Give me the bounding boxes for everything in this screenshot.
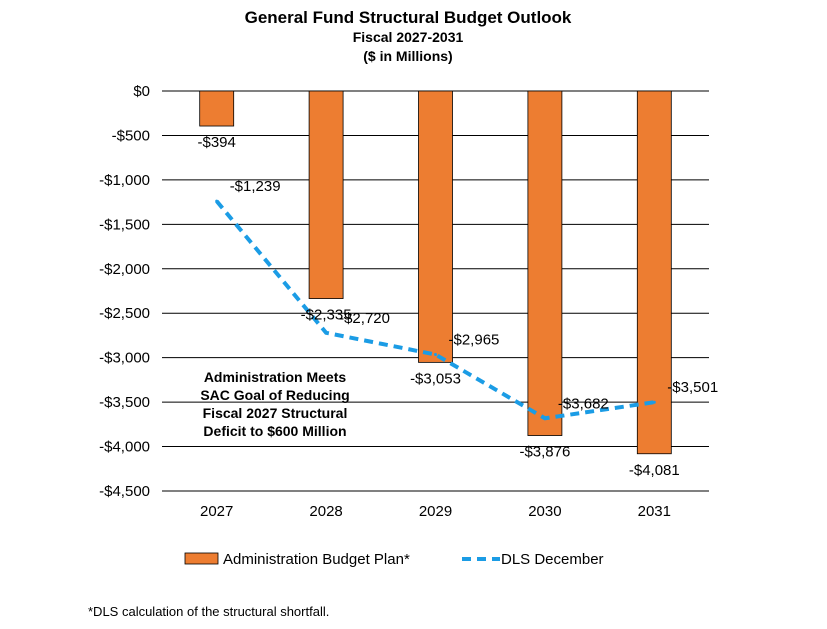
x-tick-label: 2030 — [528, 503, 561, 520]
x-tick-label: 2027 — [200, 503, 233, 520]
chart-subtitle-units: ($ in Millions) — [363, 48, 452, 64]
y-tick-label: $0 — [133, 83, 150, 100]
x-tick-label: 2028 — [309, 503, 342, 520]
bar-value-label: -$4,081 — [629, 462, 680, 479]
x-axis-labels: 2027 2028 2029 2030 2031 — [200, 503, 671, 520]
bar-value-label: -$3,876 — [519, 444, 570, 461]
bar-value-label: -$2,335 — [301, 307, 352, 324]
bar-data-labels: -$394 -$2,335 -$3,053 -$3,876 -$4,081 — [198, 134, 680, 479]
x-tick-label: 2031 — [638, 503, 671, 520]
line-series — [215, 199, 656, 421]
line-value-label: -$3,682 — [558, 395, 609, 412]
line-value-label: -$3,501 — [667, 379, 718, 396]
legend-label-bar: Administration Budget Plan* — [223, 551, 410, 568]
annotation-line: Deficit to $600 Million — [203, 423, 346, 439]
legend-label-line: DLS December — [501, 551, 604, 568]
x-tick-label: 2029 — [419, 503, 452, 520]
y-tick-label: -$2,000 — [99, 261, 150, 278]
annotation: Administration Meets SAC Goal of Reducin… — [200, 369, 349, 439]
bar — [308, 90, 344, 299]
chart-subtitle-period: Fiscal 2027-2031 — [353, 29, 464, 45]
y-tick-label: -$4,000 — [99, 439, 150, 456]
bar — [636, 90, 672, 455]
line-point — [215, 199, 219, 203]
y-tick-label: -$3,500 — [99, 394, 150, 411]
line-point — [324, 331, 328, 335]
line-value-label: -$1,239 — [230, 178, 281, 195]
annotation-line: SAC Goal of Reducing — [200, 387, 349, 403]
y-tick-label: -$4,500 — [99, 483, 150, 500]
bar-series — [199, 90, 672, 455]
line-value-label: -$2,720 — [339, 310, 390, 327]
footnote: *DLS calculation of the structural short… — [88, 604, 330, 619]
y-tick-label: -$1,500 — [99, 216, 150, 233]
line-point — [652, 400, 656, 404]
line-point — [434, 353, 437, 357]
bar-value-label: -$394 — [198, 134, 236, 151]
bar-value-label: -$3,053 — [410, 370, 461, 387]
chart-title: General Fund Structural Budget Outlook — [245, 8, 572, 27]
y-tick-label: -$3,000 — [99, 350, 150, 367]
annotation-line: Administration Meets — [204, 369, 347, 385]
line-data-labels: -$1,239 -$2,720 -$2,965 -$3,682 -$3,501 — [230, 178, 718, 412]
legend: Administration Budget Plan* DLS December — [184, 551, 604, 568]
line-point — [543, 416, 547, 420]
bar — [418, 90, 453, 363]
y-axis-ticks: $0 -$500 -$1,000 -$1,500 -$2,000 -$2,500 -$3,0… — [99, 83, 150, 500]
legend-swatch-bar — [184, 552, 219, 565]
line-value-label: -$2,965 — [449, 332, 500, 349]
y-tick-label: -$500 — [112, 127, 150, 144]
bar — [199, 90, 235, 127]
y-tick-label: -$1,000 — [99, 172, 150, 189]
annotation-line: Fiscal 2027 Structural — [203, 405, 348, 421]
y-tick-label: -$2,500 — [99, 305, 150, 322]
bar — [527, 90, 563, 436]
